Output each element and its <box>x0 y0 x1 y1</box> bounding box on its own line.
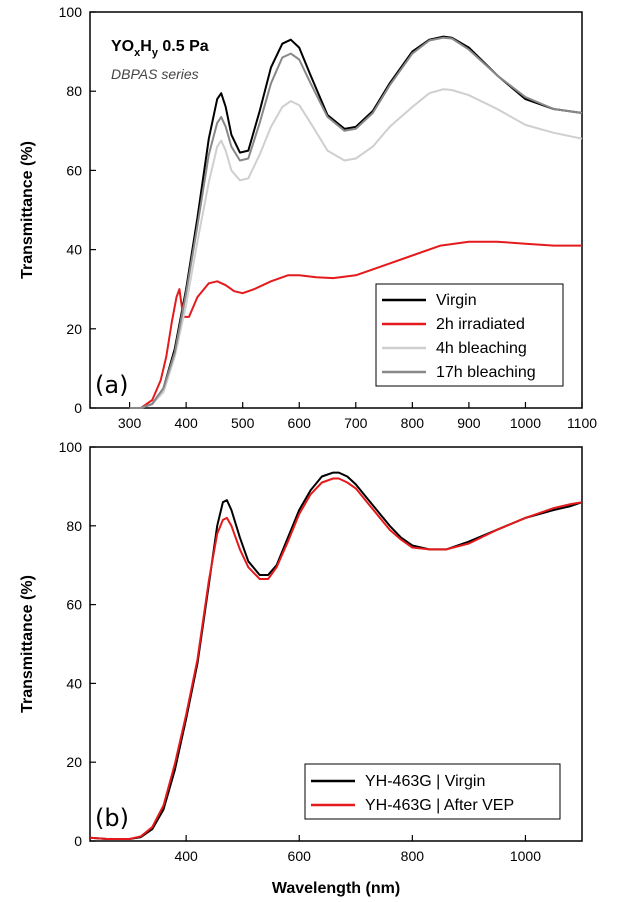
y-tick-label: 100 <box>59 4 83 20</box>
legend-label: 17h bleaching <box>436 364 536 381</box>
x-tick-label: 800 <box>401 848 425 864</box>
panel-a-annotation-subtitle: DBPAS series <box>111 66 199 82</box>
x-tick-label: 500 <box>231 415 255 431</box>
y-tick-label: 20 <box>66 321 82 337</box>
panel-a-chart: 300 400 500 600 700 800 900 1000 1100 0 20 40 60 80 10… <box>19 4 597 431</box>
series-line-yh-463g-after-vep <box>89 477 583 840</box>
x-tick-label: 800 <box>401 415 425 431</box>
series-line-17h-bleaching <box>129 36 583 409</box>
y-tick-label: 20 <box>66 754 82 770</box>
y-tick-label: 100 <box>59 439 83 455</box>
y-tick-label: 60 <box>66 162 82 178</box>
legend-label: Virgin <box>436 292 477 309</box>
panel-a-ticks: 300 400 500 600 700 800 900 1000 1100 0 20 40 60 80 10… <box>59 4 598 431</box>
x-tick-label: 300 <box>118 415 142 431</box>
x-tick-label: 600 <box>288 848 312 864</box>
x-tick-label: 900 <box>457 415 481 431</box>
panel-b-plot-frame <box>89 446 583 842</box>
panel-b-chart: 400 600 800 1000 0 20 40 60 80 100 Transmittance … <box>19 439 583 897</box>
y-tick-label: 0 <box>74 833 82 849</box>
y-tick-label: 40 <box>66 242 82 258</box>
series-line-2h-irradiated <box>129 240 582 409</box>
panel-b-ticks: 400 600 800 1000 0 20 40 60 80 100 <box>59 439 542 864</box>
y-tick-label: 0 <box>74 400 82 416</box>
panel-b-label: (b) <box>95 804 129 832</box>
y-tick-label: 40 <box>66 675 82 691</box>
x-tick-label: 1000 <box>510 848 541 864</box>
x-tick-label: 700 <box>344 415 368 431</box>
panel-a-label: (a) <box>95 371 128 399</box>
legend-label: 4h bleaching <box>436 340 527 357</box>
panel-a-annotation-title: YOxHy 0.5 Pa <box>111 38 209 59</box>
y-tick-label: 60 <box>66 597 82 613</box>
series-line-4h-bleaching <box>129 88 583 409</box>
y-tick-label: 80 <box>66 83 82 99</box>
x-tick-label: 400 <box>174 415 198 431</box>
x-tick-label: 600 <box>288 415 312 431</box>
x-tick-label: 400 <box>174 848 198 864</box>
panel-b-legend-box <box>304 763 561 820</box>
panel-b-legend: YH-463G | Virgin YH-463G | After VEP <box>304 763 561 820</box>
panel-b-series <box>89 471 583 840</box>
legend-label: 2h irradiated <box>436 316 525 333</box>
x-tick-label: 1000 <box>510 415 541 431</box>
x-tick-label: 1100 <box>567 415 597 431</box>
panel-a-series <box>129 35 583 409</box>
panel-b-y-axis-title: Transmittance (%) <box>19 575 36 713</box>
panel-b-x-axis-title: Wavelength (nm) <box>272 880 400 897</box>
legend-label: YH-463G | After VEP <box>365 797 514 814</box>
panel-a-y-axis-title: Transmittance (%) <box>19 141 36 279</box>
y-tick-label: 80 <box>66 518 82 534</box>
panel-a-legend: Virgin 2h irradiated 4h bleaching 17h bleac… <box>375 283 564 387</box>
panel-a-plot-frame <box>89 11 583 409</box>
legend-label: YH-463G | Virgin <box>365 773 485 790</box>
